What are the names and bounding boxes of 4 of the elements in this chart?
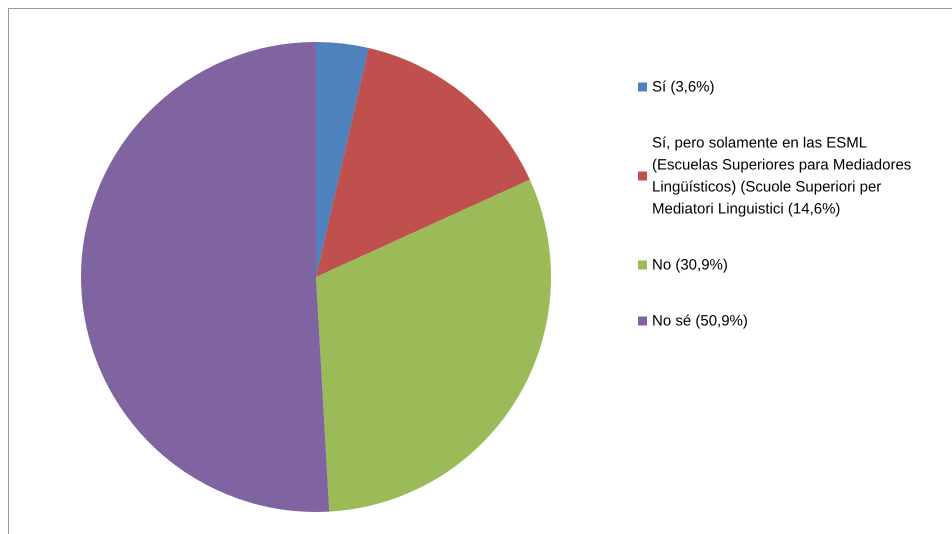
legend-label: No (30,9%) xyxy=(652,256,728,274)
legend-label: Sí (3,6%) xyxy=(652,78,715,96)
legend-label: No sé (50,9%) xyxy=(652,312,748,330)
legend-label: Sí, pero solamente en las ESML (Escuelas Superiores para Mediadores Lingüísticos) (Scuole Superiori per Mediatori Linguistici (14,6%) xyxy=(652,134,916,218)
